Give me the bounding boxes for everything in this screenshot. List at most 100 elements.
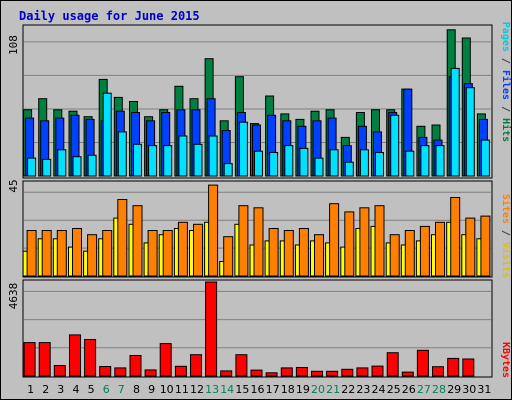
legend-files: Files	[500, 70, 512, 100]
bar-sites-day-2	[41, 230, 52, 277]
bar-pages-day-22	[344, 161, 354, 177]
bar-kbytes-day-7	[114, 367, 127, 377]
bar-sites-day-28	[435, 221, 445, 277]
day-label-22: 22	[341, 383, 355, 396]
bar-kbytes-day-13	[205, 281, 218, 377]
day-label-18: 18	[281, 383, 295, 396]
bar-pages-day-25	[390, 114, 400, 177]
visits-axis-max-label: 45	[7, 179, 20, 192]
legend-sites: Sites	[500, 194, 512, 224]
bar-sites-day-22	[344, 211, 355, 277]
bar-kbytes-day-21	[326, 370, 339, 377]
day-label-8: 8	[133, 383, 140, 396]
bar-kbytes-day-15	[235, 354, 248, 377]
bar-sites-day-12	[193, 223, 203, 277]
bar-sites-day-16	[253, 207, 264, 277]
bar-sites-day-4	[72, 228, 82, 277]
bar-sites-day-29	[450, 197, 461, 277]
bar-kbytes-day-18	[280, 367, 293, 377]
bar-pages-day-19	[299, 147, 309, 177]
bar-sites-day-31	[480, 215, 491, 277]
bar-sites-day-7	[117, 199, 128, 277]
bar-pages-day-7	[117, 131, 127, 177]
bar-sites-day-1	[26, 230, 37, 277]
bar-kbytes-day-26	[401, 371, 414, 377]
bar-sites-day-3	[56, 230, 67, 277]
legend-visits: Visits	[500, 242, 512, 278]
day-label-6: 6	[103, 383, 110, 396]
bar-kbytes-day-17	[265, 372, 278, 377]
kbytes-panel	[22, 279, 493, 378]
x-axis-labels: 1 2 3 4 5 6 7 8 9 10 11 12 13 14 15 16 17 18 19 20 21 22 23 24 2…	[27, 383, 491, 396]
legend-pages: Pages	[500, 22, 511, 52]
bar-pages-day-8	[133, 143, 142, 177]
chart-title: Daily usage for June 2015	[19, 9, 200, 23]
bar-kbytes-day-1	[23, 342, 36, 377]
day-label-10: 10	[160, 383, 174, 396]
bar-pages-day-28	[435, 145, 445, 177]
day-label-17: 17	[266, 383, 280, 396]
bar-sites-day-19	[298, 228, 309, 277]
bar-pages-day-21	[329, 149, 339, 177]
bar-kbytes-day-10	[159, 343, 172, 377]
bar-pages-day-4	[72, 156, 82, 177]
visits-legend: Sites / Visits	[500, 194, 512, 278]
day-label-9: 9	[148, 383, 155, 396]
hits-legend: Pages / Files / Hits	[500, 22, 512, 142]
bar-kbytes-day-12	[190, 354, 202, 377]
bar-pages-day-11	[178, 135, 188, 177]
bar-sites-day-15	[238, 205, 249, 277]
bar-sites-day-18	[283, 230, 294, 277]
day-label-20: 20	[311, 383, 325, 396]
bar-sites-day-10	[162, 230, 173, 277]
bar-sites-day-9	[147, 230, 158, 277]
kbytes-axis-max-label: 4638	[7, 283, 20, 310]
bar-sites-day-6	[102, 230, 113, 277]
bar-pages-day-5	[87, 154, 97, 177]
bar-sites-day-17	[268, 228, 279, 277]
day-label-5: 5	[88, 383, 95, 396]
bar-kbytes-day-6	[99, 366, 112, 377]
day-label-26: 26	[402, 383, 416, 396]
day-label-7: 7	[118, 383, 125, 396]
day-label-2: 2	[42, 383, 49, 396]
bar-kbytes-day-29	[447, 357, 460, 377]
bar-pages-day-12	[193, 143, 203, 177]
bar-kbytes-day-3	[53, 365, 66, 377]
bar-kbytes-day-28	[432, 366, 444, 377]
hits-axis-max-label: 108	[7, 35, 20, 55]
bar-sites-day-27	[419, 225, 430, 277]
bar-sites-day-23	[359, 207, 370, 277]
bar-sites-day-14	[223, 236, 234, 277]
bar-sites-day-11	[177, 221, 188, 277]
kbytes-legend: KBytes	[500, 342, 511, 378]
bar-kbytes-day-22	[341, 368, 354, 377]
bar-pages-day-3	[57, 149, 67, 177]
day-label-25: 25	[387, 383, 401, 396]
legend-hits: Hits	[500, 118, 512, 142]
bar-sites-day-24	[374, 205, 385, 277]
bar-pages-day-14	[223, 163, 233, 177]
day-label-30: 30	[462, 383, 476, 396]
bar-pages-day-27	[420, 145, 430, 177]
bar-pages-day-13	[208, 135, 218, 177]
bar-sites-day-8	[132, 205, 143, 277]
bar-sites-day-20	[314, 234, 324, 277]
bar-kbytes-day-27	[416, 349, 429, 377]
day-label-24: 24	[372, 383, 386, 396]
bar-sites-day-5	[87, 234, 98, 277]
bar-pages-day-10	[163, 145, 173, 177]
bar-pages-day-30	[465, 87, 475, 177]
bar-pages-day-9	[148, 145, 158, 177]
bar-kbytes-day-2	[38, 342, 51, 377]
bar-pages-day-29	[450, 67, 460, 177]
day-label-19: 19	[296, 383, 310, 396]
day-label-15: 15	[235, 383, 249, 396]
bar-sites-day-30	[465, 217, 476, 277]
bar-kbytes-day-25	[386, 352, 399, 377]
day-label-27: 27	[417, 383, 431, 396]
bar-pages-day-31	[480, 139, 490, 177]
bar-kbytes-day-24	[371, 365, 384, 377]
day-label-14: 14	[220, 383, 234, 396]
day-label-3: 3	[57, 383, 64, 396]
